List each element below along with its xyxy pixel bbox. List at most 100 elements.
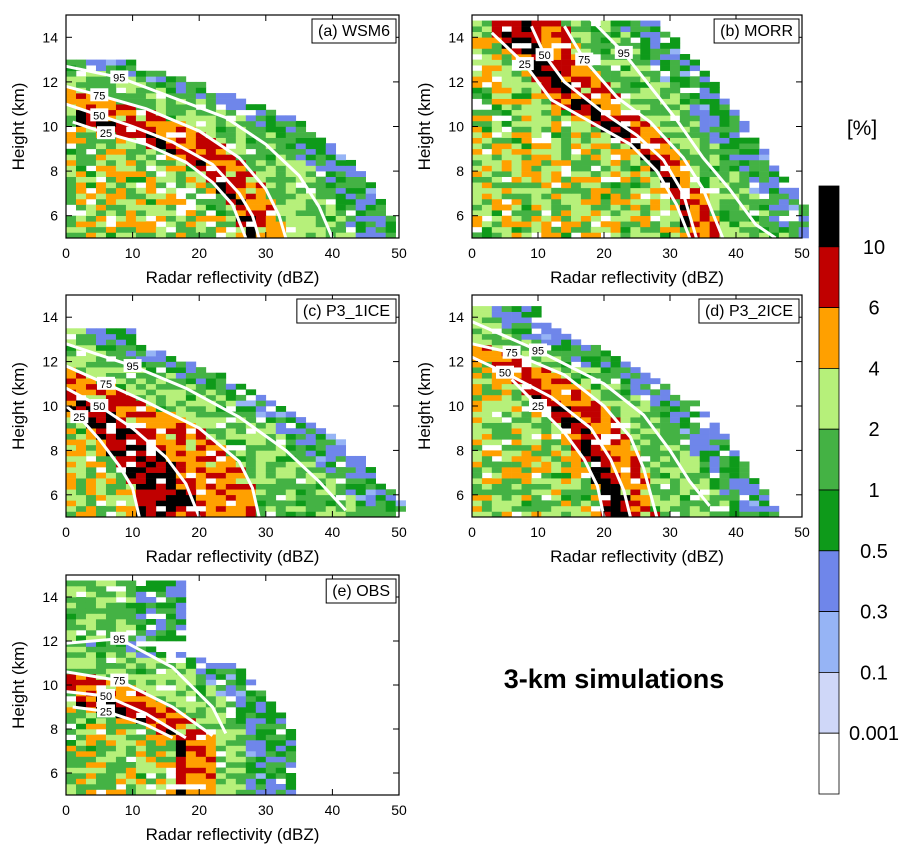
x-tick-label: 0 [62, 524, 70, 540]
heatmap-cell [551, 37, 562, 44]
heatmap-cell [660, 81, 671, 88]
heatmap-cell [541, 93, 552, 99]
heatmap-cell [205, 663, 217, 669]
heatmap-cell [759, 489, 770, 496]
heatmap-cell [245, 679, 257, 686]
heatmap-cell [135, 372, 147, 379]
heatmap-cell [175, 624, 187, 631]
heatmap-cell [472, 361, 483, 368]
heatmap-cell [315, 494, 327, 501]
heatmap-cell [255, 176, 267, 183]
heatmap-cell [125, 171, 137, 177]
heatmap-cell [245, 417, 257, 423]
heatmap-cell [551, 411, 562, 418]
heatmap-cell [551, 511, 562, 518]
y-tick-label: 14 [42, 29, 58, 45]
heatmap-cell [66, 718, 77, 724]
heatmap-cell [315, 472, 327, 479]
heatmap-cell [571, 154, 582, 161]
heatmap-cell [531, 98, 542, 105]
heatmap-cell [580, 120, 592, 127]
heatmap-cell [759, 210, 770, 216]
heatmap-cell [355, 232, 366, 239]
heatmap-cell [660, 467, 671, 473]
heatmap-cell [699, 132, 710, 138]
x-axis-label: Radar reflectivity (dBZ) [550, 268, 724, 287]
heatmap-cell [501, 467, 512, 473]
colorbar-segment [818, 307, 840, 369]
heatmap-cell [670, 422, 681, 429]
heatmap-cell [541, 59, 552, 66]
heatmap-cell [75, 143, 87, 150]
heatmap-cell [165, 511, 177, 518]
heatmap-cell [195, 745, 207, 752]
heatmap-cell [670, 182, 681, 189]
heatmap-cell [215, 137, 227, 144]
heatmap-cell [580, 154, 592, 161]
x-tick-label: 40 [325, 524, 341, 540]
heatmap-cell [66, 494, 77, 501]
heatmap-cell [355, 226, 366, 233]
heatmap-cell [125, 344, 137, 351]
heatmap-cell [561, 489, 572, 496]
heatmap-cell [511, 406, 522, 412]
heatmap-cell [85, 193, 97, 200]
heatmap-cell [375, 221, 386, 228]
panel-label-box [296, 298, 397, 324]
heatmap-cell [225, 723, 237, 730]
heatmap-cell [325, 439, 337, 446]
heatmap-cell [265, 461, 277, 468]
heatmap-cell [145, 210, 157, 216]
heatmap-cell [75, 193, 87, 200]
heatmap-cell [105, 400, 117, 407]
heatmap-cell [265, 712, 277, 719]
x-tick-label: 30 [258, 245, 274, 261]
heatmap-cell [709, 137, 720, 144]
heatmap-cell [739, 467, 750, 473]
heatmap-cell [561, 215, 572, 222]
heatmap-cell [679, 428, 691, 435]
heatmap-cell [630, 165, 641, 172]
heatmap-cell [325, 444, 337, 451]
heatmap-cell [472, 450, 483, 457]
heatmap-cell [491, 333, 502, 340]
heatmap-cell [600, 511, 611, 518]
heatmap-cell [255, 126, 267, 133]
heatmap-cell [285, 494, 297, 501]
heatmap-cell [531, 109, 542, 116]
heatmap-cell [105, 784, 117, 790]
heatmap-cell [115, 389, 127, 396]
heatmap-cell [481, 126, 493, 133]
heatmap-cell [85, 383, 97, 390]
heatmap-cell [155, 356, 167, 362]
heatmap-cell [709, 93, 720, 99]
heatmap-cell [699, 76, 710, 83]
x-tick-label: 40 [728, 245, 744, 261]
heatmap-cell [739, 478, 750, 484]
heatmap-cell [472, 48, 483, 55]
heatmap-cell [571, 383, 582, 390]
heatmap-cell [650, 417, 661, 423]
heatmap-cell [610, 428, 621, 435]
heatmap-cell [729, 215, 740, 222]
heatmap-cell [640, 137, 651, 144]
heatmap-cell [521, 148, 532, 155]
heatmap-cell [749, 483, 760, 490]
heatmap-cell [205, 707, 217, 713]
heatmap-cell [245, 756, 257, 763]
heatmap-cell [640, 444, 651, 451]
heatmap-cell [175, 580, 187, 587]
heatmap-cell [105, 619, 117, 625]
heatmap-cell [85, 361, 97, 368]
heatmap-cell [305, 148, 317, 155]
x-tick-label: 20 [191, 524, 207, 540]
heatmap-cell [521, 367, 532, 373]
heatmap-cell [305, 165, 317, 172]
heatmap-cell [325, 182, 337, 189]
heatmap-cell [155, 586, 167, 592]
heatmap-cell [75, 635, 87, 642]
heatmap-cell [75, 356, 87, 362]
heatmap-cell [105, 597, 117, 603]
percentile-label-bg [96, 689, 115, 702]
